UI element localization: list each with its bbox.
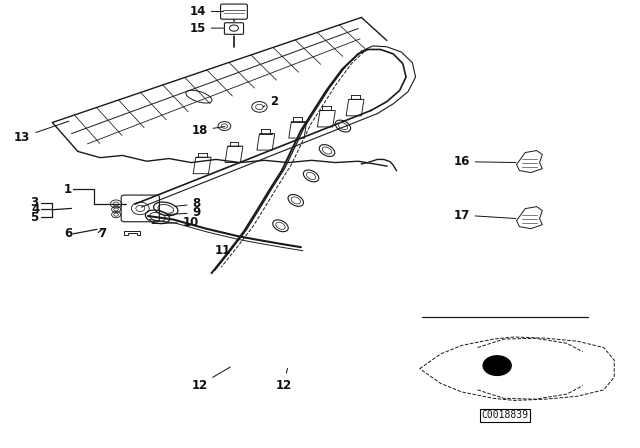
Text: 14: 14	[189, 4, 223, 17]
Text: 10: 10	[152, 216, 199, 229]
Text: 9: 9	[166, 207, 201, 220]
Text: 7: 7	[99, 227, 106, 240]
Text: 12: 12	[275, 368, 292, 392]
Text: 2: 2	[262, 95, 278, 108]
Text: 13: 13	[14, 121, 69, 144]
Text: 6: 6	[64, 227, 72, 240]
Text: 12: 12	[191, 367, 230, 392]
Text: 1: 1	[64, 183, 72, 196]
Text: 16: 16	[453, 155, 516, 168]
Text: 15: 15	[189, 22, 223, 34]
Text: 8: 8	[175, 198, 201, 211]
Text: 18: 18	[191, 124, 225, 137]
Text: 4: 4	[31, 203, 40, 216]
Text: 17: 17	[454, 209, 516, 222]
Circle shape	[483, 356, 511, 375]
Text: 5: 5	[30, 211, 38, 224]
Text: 11: 11	[215, 244, 231, 257]
Text: 3: 3	[30, 196, 38, 209]
Text: C0018839: C0018839	[481, 410, 528, 420]
